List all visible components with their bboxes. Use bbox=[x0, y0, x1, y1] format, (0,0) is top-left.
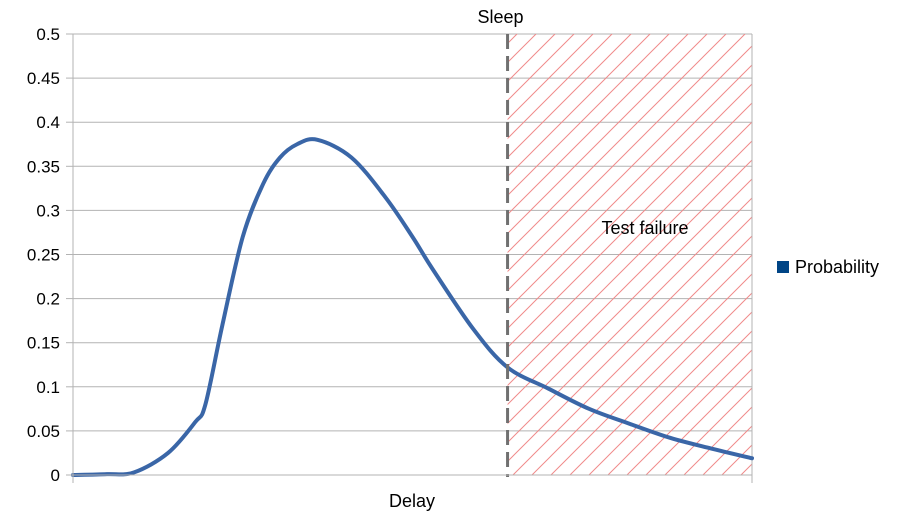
hatch-area bbox=[507, 34, 752, 475]
tick-labels: 0 0.05 0.1 0.15 0.2 0.25 0.3 0.35 0.4 0.45 0.5 bbox=[27, 25, 60, 485]
test-failure-region bbox=[507, 34, 753, 475]
legend-label-probability: Probability bbox=[795, 257, 879, 277]
y-tick-label-0: 0 bbox=[51, 466, 60, 485]
test-failure-label: Test failure bbox=[601, 218, 688, 238]
y-tick-label-9: 0.45 bbox=[27, 69, 60, 88]
axes bbox=[66, 33, 753, 483]
y-tick-label-5: 0.25 bbox=[27, 246, 60, 265]
y-tick-label-1: 0.05 bbox=[27, 422, 60, 441]
legend-swatch-probability bbox=[777, 261, 789, 273]
x-axis-label: Delay bbox=[389, 491, 435, 511]
series-line-0 bbox=[71, 137, 754, 477]
sleep-label: Sleep bbox=[478, 7, 524, 27]
series-lines bbox=[71, 34, 754, 477]
y-tick-label-6: 0.3 bbox=[36, 201, 60, 220]
y-tick-label-7: 0.35 bbox=[27, 157, 60, 176]
legend: Probability bbox=[777, 257, 879, 277]
y-tick-label-3: 0.15 bbox=[27, 334, 60, 353]
y-tick-label-4: 0.2 bbox=[36, 290, 60, 309]
y-tick-label-10: 0.5 bbox=[36, 25, 60, 44]
y-tick-label-8: 0.4 bbox=[36, 113, 60, 132]
y-tick-label-2: 0.1 bbox=[36, 378, 60, 397]
